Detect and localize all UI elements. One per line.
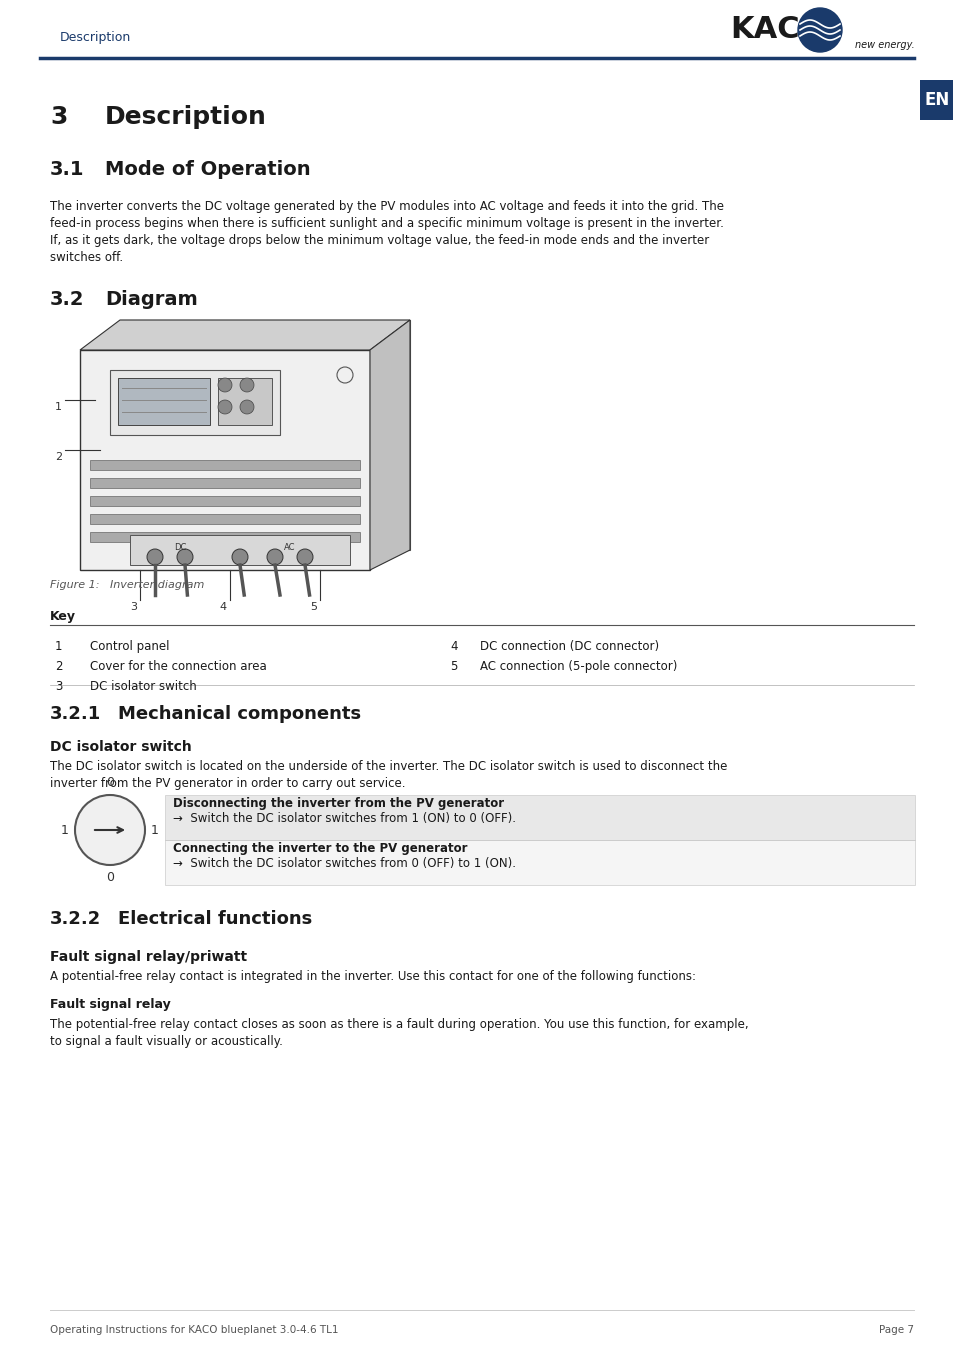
- Polygon shape: [80, 320, 410, 350]
- Text: DC isolator switch: DC isolator switch: [50, 740, 192, 755]
- Polygon shape: [90, 460, 359, 470]
- Text: Page 7: Page 7: [878, 1324, 913, 1335]
- Text: Fault signal relay: Fault signal relay: [50, 998, 171, 1011]
- Polygon shape: [218, 378, 272, 425]
- Text: KACO: KACO: [729, 15, 824, 45]
- Text: 1: 1: [55, 402, 62, 412]
- Text: inverter from the PV generator in order to carry out service.: inverter from the PV generator in order …: [50, 778, 405, 790]
- Text: Mechanical components: Mechanical components: [118, 705, 361, 724]
- Text: →  Switch the DC isolator switches from 1 (ON) to 0 (OFF).: → Switch the DC isolator switches from 1…: [172, 811, 516, 825]
- Text: 0: 0: [106, 776, 113, 788]
- Circle shape: [147, 549, 163, 566]
- Text: DC connection (DC connector): DC connection (DC connector): [479, 640, 659, 653]
- Text: AC: AC: [284, 543, 295, 552]
- Text: to signal a fault visually or acoustically.: to signal a fault visually or acoustical…: [50, 1035, 283, 1048]
- Text: 5: 5: [310, 602, 316, 612]
- Text: 1: 1: [151, 824, 159, 837]
- Circle shape: [177, 549, 193, 566]
- Circle shape: [240, 400, 253, 414]
- Circle shape: [296, 549, 313, 566]
- Circle shape: [218, 378, 232, 392]
- Text: 1: 1: [55, 640, 63, 653]
- Text: Description: Description: [105, 105, 267, 130]
- Text: Cover for the connection area: Cover for the connection area: [90, 660, 267, 674]
- Text: EN: EN: [923, 90, 948, 109]
- Polygon shape: [90, 495, 359, 506]
- Polygon shape: [130, 535, 350, 566]
- Polygon shape: [118, 378, 210, 425]
- Text: DC isolator switch: DC isolator switch: [90, 680, 196, 693]
- Polygon shape: [90, 478, 359, 487]
- FancyBboxPatch shape: [919, 80, 953, 120]
- Text: A potential-free relay contact is integrated in the inverter. Use this contact f: A potential-free relay contact is integr…: [50, 971, 696, 983]
- Text: Description: Description: [60, 31, 132, 45]
- Text: Electrical functions: Electrical functions: [118, 910, 312, 927]
- Text: Diagram: Diagram: [105, 290, 197, 309]
- Text: →  Switch the DC isolator switches from 0 (OFF) to 1 (ON).: → Switch the DC isolator switches from 0…: [172, 857, 516, 869]
- Text: 3: 3: [130, 602, 137, 612]
- Text: If, as it gets dark, the voltage drops below the minimum voltage value, the feed: If, as it gets dark, the voltage drops b…: [50, 234, 708, 247]
- Text: 3: 3: [50, 105, 68, 130]
- Text: Fault signal relay/priwatt: Fault signal relay/priwatt: [50, 950, 247, 964]
- Text: Key: Key: [50, 610, 76, 622]
- Text: 2: 2: [55, 660, 63, 674]
- Polygon shape: [110, 370, 280, 435]
- Text: Connecting the inverter to the PV generator: Connecting the inverter to the PV genera…: [172, 842, 467, 855]
- Text: 5: 5: [450, 660, 456, 674]
- Text: 3.2: 3.2: [50, 290, 85, 309]
- Circle shape: [218, 400, 232, 414]
- Text: 2: 2: [55, 452, 62, 462]
- Text: 3.2.2: 3.2.2: [50, 910, 101, 927]
- Circle shape: [75, 795, 145, 865]
- Polygon shape: [90, 514, 359, 524]
- Polygon shape: [90, 532, 359, 541]
- Text: 3.1: 3.1: [50, 161, 85, 180]
- Text: 3.2.1: 3.2.1: [50, 705, 101, 724]
- Circle shape: [232, 549, 248, 566]
- Text: Control panel: Control panel: [90, 640, 170, 653]
- Text: 1: 1: [61, 824, 69, 837]
- Polygon shape: [370, 320, 410, 570]
- Text: feed-in process begins when there is sufficient sunlight and a specific minimum : feed-in process begins when there is suf…: [50, 217, 723, 230]
- Polygon shape: [80, 350, 370, 570]
- Circle shape: [267, 549, 283, 566]
- Circle shape: [797, 8, 841, 53]
- Text: Disconnecting the inverter from the PV generator: Disconnecting the inverter from the PV g…: [172, 796, 503, 810]
- Text: 3: 3: [55, 680, 62, 693]
- Text: Mode of Operation: Mode of Operation: [105, 161, 311, 180]
- Text: 0: 0: [106, 871, 113, 884]
- Text: new energy.: new energy.: [854, 40, 914, 50]
- Text: AC connection (5-pole connector): AC connection (5-pole connector): [479, 660, 677, 674]
- Text: Operating Instructions for KACO blueplanet 3.0-4.6 TL1: Operating Instructions for KACO blueplan…: [50, 1324, 338, 1335]
- Text: The DC isolator switch is located on the underside of the inverter. The DC isola: The DC isolator switch is located on the…: [50, 760, 726, 774]
- Text: 4: 4: [450, 640, 457, 653]
- Text: The potential-free relay contact closes as soon as there is a fault during opera: The potential-free relay contact closes …: [50, 1018, 748, 1031]
- Text: switches off.: switches off.: [50, 251, 123, 265]
- Text: DC: DC: [173, 543, 186, 552]
- FancyBboxPatch shape: [165, 795, 914, 840]
- Circle shape: [240, 378, 253, 392]
- Text: 4: 4: [219, 602, 227, 612]
- FancyBboxPatch shape: [165, 840, 914, 886]
- Text: The inverter converts the DC voltage generated by the PV modules into AC voltage: The inverter converts the DC voltage gen…: [50, 200, 723, 213]
- Text: Figure 1:   Inverter diagram: Figure 1: Inverter diagram: [50, 580, 204, 590]
